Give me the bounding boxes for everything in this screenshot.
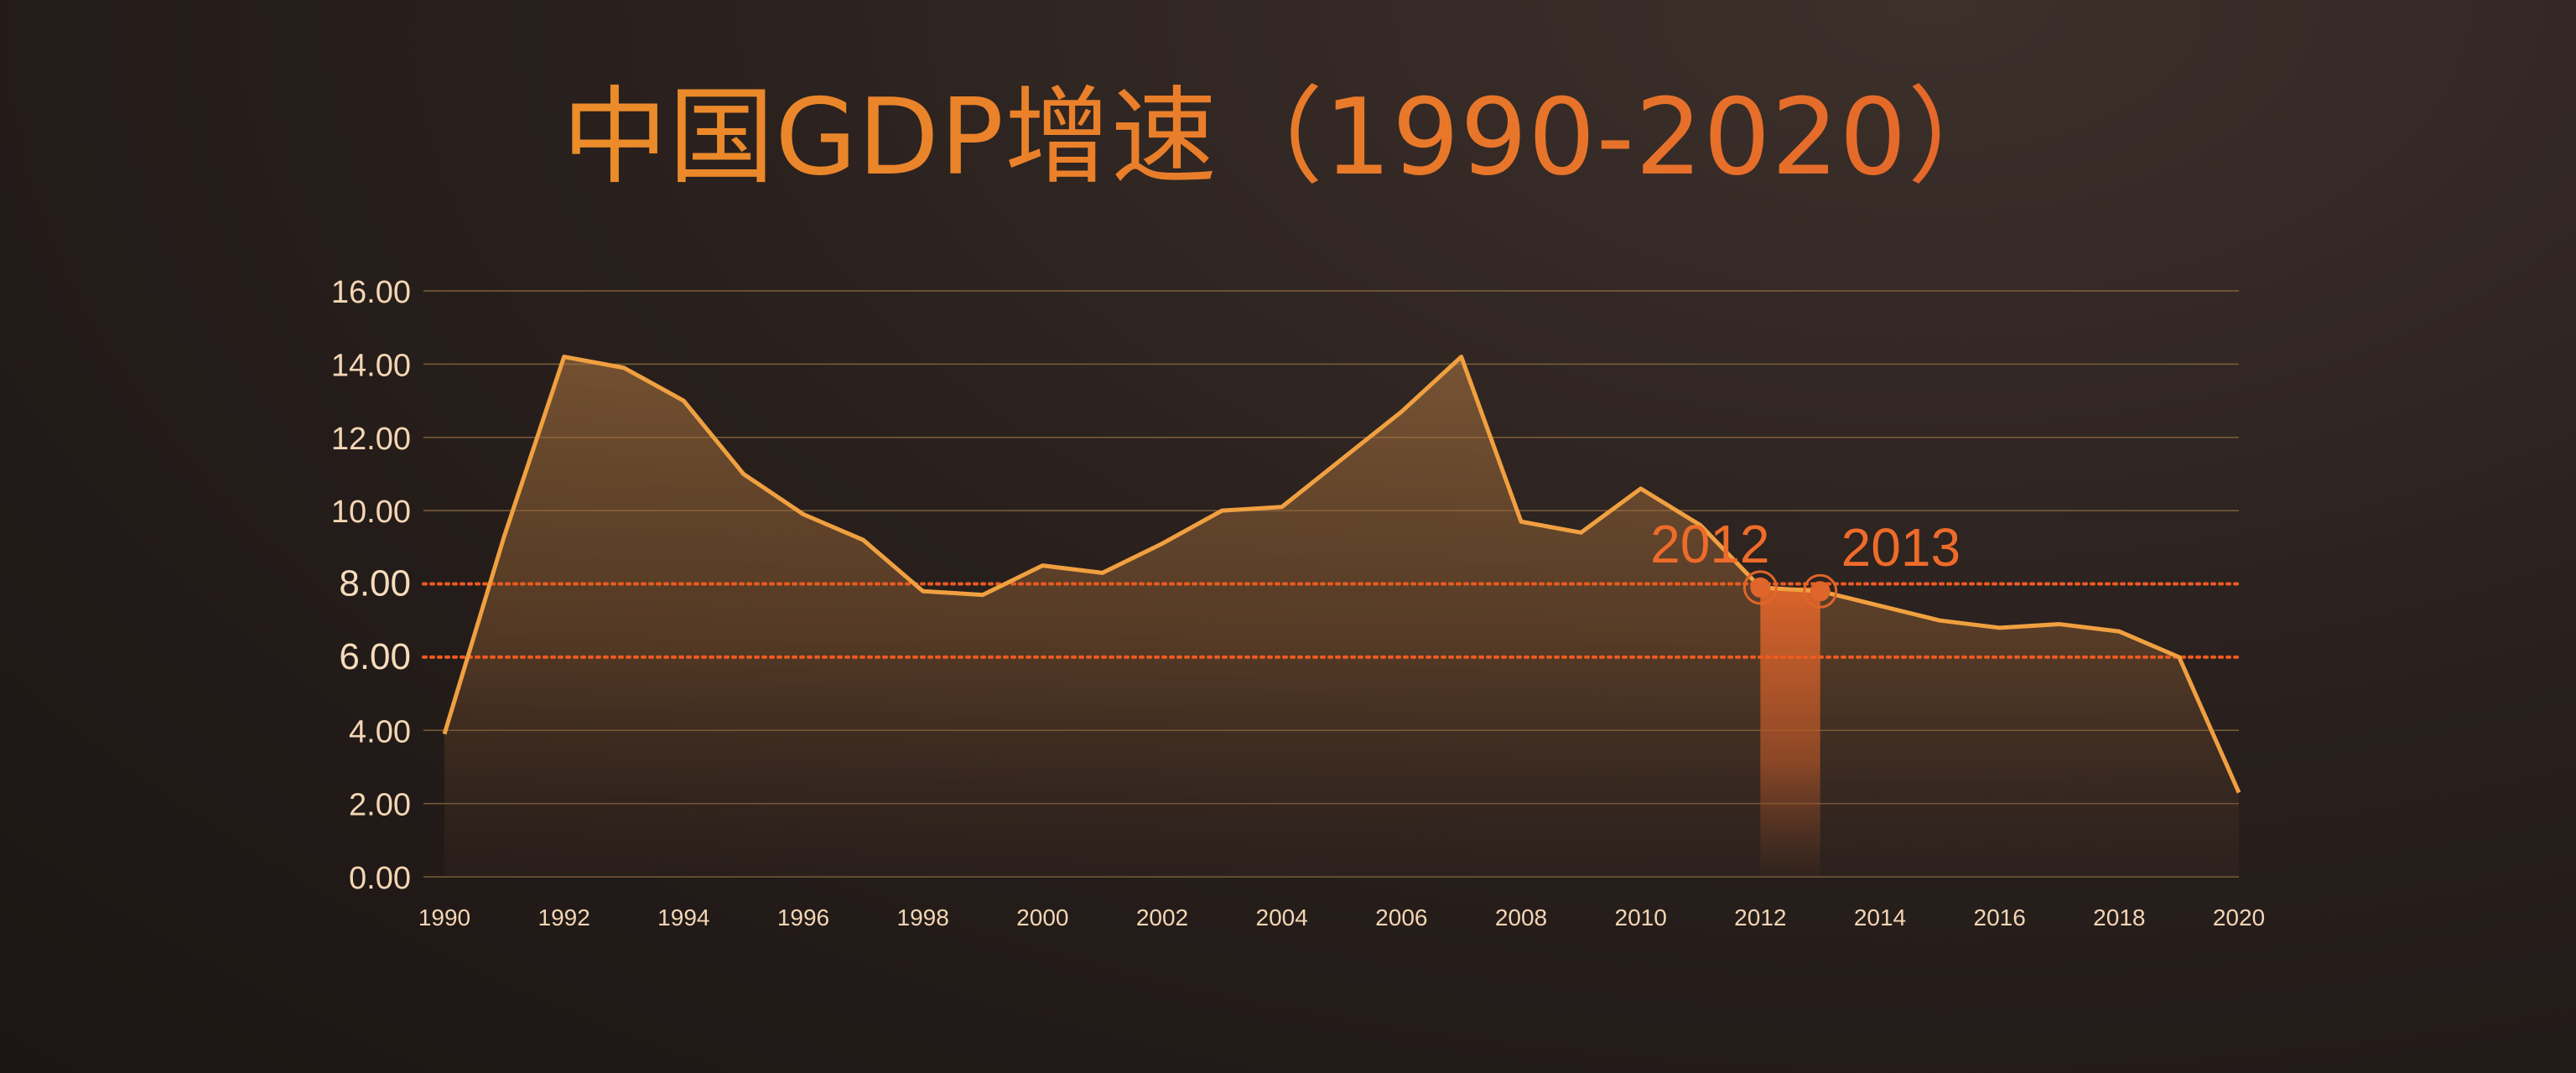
data-point-2008 xyxy=(1519,519,1524,524)
x-tick-label: 1992 xyxy=(538,905,590,930)
series-line-layer xyxy=(442,355,2241,796)
data-point-1990 xyxy=(442,732,447,737)
y-tick-label: 16.00 xyxy=(331,275,411,310)
x-tick-label: 1990 xyxy=(418,905,470,930)
highlight-label-2013: 2013 xyxy=(1841,517,1961,578)
x-tick-label: 2008 xyxy=(1495,905,1547,930)
data-point-2006 xyxy=(1399,409,1404,414)
gdp-series-line xyxy=(442,355,2241,794)
x-tick-label: 2010 xyxy=(1615,905,1667,930)
data-point-2002 xyxy=(1160,541,1165,546)
data-point-1991 xyxy=(501,534,506,539)
x-tick-label: 2016 xyxy=(1974,905,2026,930)
data-point-2001 xyxy=(1100,570,1105,575)
data-point-2007 xyxy=(1459,355,1464,360)
data-point-2016 xyxy=(1997,625,2002,630)
x-tick-label: 2006 xyxy=(1375,905,1427,930)
highlight-marker-ring xyxy=(1803,573,1838,609)
x-tick-label: 2020 xyxy=(2213,905,2265,930)
data-point-1996 xyxy=(801,511,806,516)
y-tick-label: 10.00 xyxy=(331,495,411,530)
data-point-2017 xyxy=(2057,622,2062,627)
x-axis-ticks: 1990 1992 1994 1996 1998 2000 2002 2004 2006 2008… xyxy=(418,905,2265,930)
y-tick-label: 6.00 xyxy=(339,636,411,677)
data-point-2018 xyxy=(2116,629,2122,634)
highlight-marker-ring xyxy=(1742,570,1778,605)
highlight-marker-2013 xyxy=(1810,581,1831,602)
data-point-2020 xyxy=(2236,790,2241,796)
chart-title: 中国GDP增速（1990-2020） xyxy=(0,74,2576,200)
data-point-2005 xyxy=(1339,457,1344,462)
y-axis-ticks: 0.00 2.00 4.00 6.00 8.00 10.00 12.00 14.00 16.00 xyxy=(331,275,411,896)
y-tick-label: 14.00 xyxy=(331,348,411,383)
y-tick-label: 12.00 xyxy=(331,422,411,457)
x-tick-label: 2000 xyxy=(1016,905,1068,930)
y-tick-label: 4.00 xyxy=(349,714,411,749)
data-point-1994 xyxy=(681,398,686,403)
data-point-2009 xyxy=(1578,530,1583,535)
x-tick-label: 2018 xyxy=(2093,905,2145,930)
data-point-2004 xyxy=(1280,505,1285,510)
x-tick-label: 1998 xyxy=(897,905,949,930)
data-point-2019 xyxy=(2177,655,2182,660)
data-point-1992 xyxy=(562,355,567,360)
x-tick-label: 2004 xyxy=(1256,905,1308,930)
x-tick-label: 1996 xyxy=(777,905,829,930)
reference-lines xyxy=(422,582,2241,659)
highlight-markers: 2012 2013 xyxy=(1650,514,1961,609)
x-tick-label: 2002 xyxy=(1136,905,1188,930)
data-point-2015 xyxy=(1937,618,1942,623)
data-point-1998 xyxy=(921,588,926,594)
highlight-marker-2012 xyxy=(1750,577,1771,598)
data-point-2014 xyxy=(1877,604,1883,609)
data-point-2010 xyxy=(1639,486,1644,491)
data-point-2003 xyxy=(1219,508,1224,513)
highlight-label-2012: 2012 xyxy=(1650,514,1769,574)
y-tick-label: 0.00 xyxy=(349,861,411,896)
x-tick-label: 2014 xyxy=(1854,905,1906,930)
data-point-1999 xyxy=(980,593,985,598)
data-point-1995 xyxy=(741,471,746,476)
data-point-2000 xyxy=(1040,563,1045,568)
y-tick-label: 2.00 xyxy=(349,788,411,823)
data-point-1997 xyxy=(860,537,865,542)
x-tick-label: 1994 xyxy=(657,905,709,930)
x-tick-label: 2012 xyxy=(1734,905,1786,930)
highlight-layer xyxy=(1760,587,1820,877)
highlight-band xyxy=(1760,587,1820,877)
data-point-1993 xyxy=(621,365,626,371)
y-tick-label: 8.00 xyxy=(339,563,411,604)
